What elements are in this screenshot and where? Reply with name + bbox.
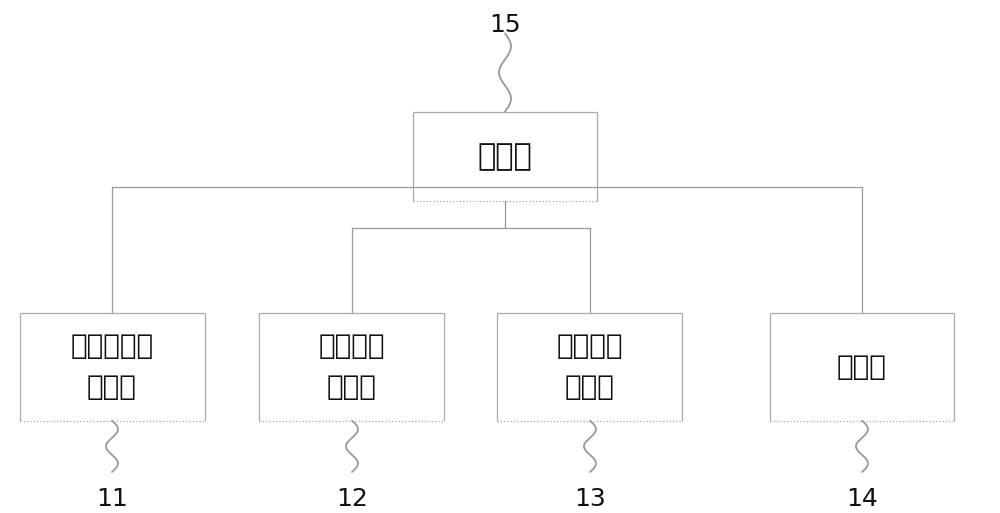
Text: 二轴加速度
传感器: 二轴加速度 传感器 (70, 332, 154, 401)
Text: 里程计数
传感器: 里程计数 传感器 (557, 332, 623, 401)
Text: 15: 15 (489, 13, 521, 37)
Text: 12: 12 (336, 487, 368, 511)
Text: 11: 11 (96, 487, 128, 511)
Text: 处理器: 处理器 (478, 142, 532, 171)
Text: 陀螺仪: 陀螺仪 (837, 353, 887, 381)
Text: 13: 13 (574, 487, 606, 511)
Text: 激光测距
传感器: 激光测距 传感器 (319, 332, 385, 401)
Text: 14: 14 (846, 487, 878, 511)
